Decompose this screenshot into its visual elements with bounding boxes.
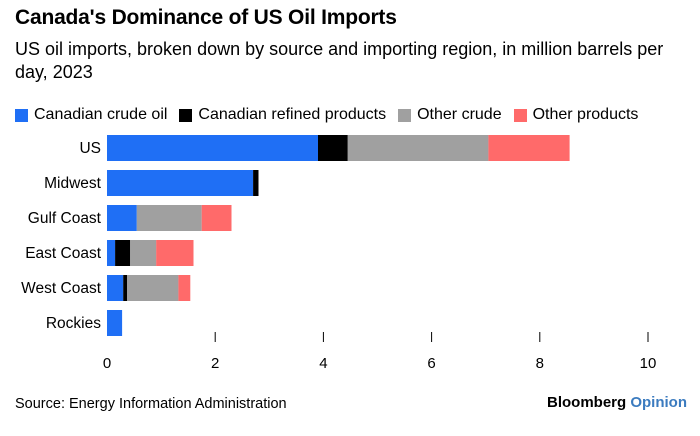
legend-label: Canadian refined products <box>198 106 387 123</box>
chart-legend: Canadian crude oil Canadian refined prod… <box>15 106 650 124</box>
bar-segment <box>136 205 202 231</box>
bar-chart: US Midwest Gulf Coast East Coast West Coast R… <box>21 135 657 372</box>
x-tick-label: 8 <box>536 355 544 372</box>
legend-label: Canadian crude oil <box>34 106 168 123</box>
legend-swatch <box>513 108 527 122</box>
bar-segment <box>253 170 259 196</box>
bar-segment <box>318 135 348 161</box>
category-label: West Coast <box>21 280 102 297</box>
chart-subtitle: US oil imports, broken down by source an… <box>15 39 664 82</box>
bar-group <box>107 135 570 336</box>
brand-primary: Bloomberg <box>547 394 627 411</box>
x-tick-label: 2 <box>211 355 219 372</box>
brand-logo: Bloomberg Opinion <box>547 394 687 411</box>
bar-segment <box>156 240 194 266</box>
bar-segment <box>107 205 137 231</box>
bar-segment <box>107 135 318 161</box>
bar-segment <box>115 240 131 266</box>
legend-item-other-crude: Other crude <box>398 106 502 124</box>
bar-segment <box>178 275 191 301</box>
legend-item-canadian-crude: Canadian crude oil <box>15 106 167 124</box>
x-tick-label: 4 <box>319 355 327 372</box>
brand-secondary: Opinion <box>630 394 687 411</box>
legend-swatch <box>15 108 28 122</box>
bar-segment <box>201 205 232 231</box>
legend-label: Other crude <box>417 106 502 123</box>
legend-item-other-products: Other products <box>513 106 639 124</box>
legend-swatch <box>398 108 412 122</box>
bar-segment <box>123 275 127 301</box>
category-label: Midwest <box>44 175 102 192</box>
source-note: Source: Energy Information Administratio… <box>15 396 287 412</box>
bar-segment <box>127 275 179 301</box>
category-label: US <box>79 140 101 157</box>
bar-segment <box>347 135 489 161</box>
bar-segment <box>488 135 570 161</box>
bar-segment <box>107 310 123 336</box>
bar-segment <box>107 275 124 301</box>
x-tick-label: 6 <box>427 355 435 372</box>
legend-label: Other products <box>532 106 639 123</box>
legend-swatch <box>179 108 193 122</box>
chart-title: Canada's Dominance of US Oil Imports <box>15 6 397 29</box>
category-labels: US Midwest Gulf Coast East Coast West Coast R… <box>21 140 102 332</box>
category-label: East Coast <box>25 245 102 262</box>
bar-segment <box>107 240 116 266</box>
legend-item-canadian-refined: Canadian refined products <box>179 106 386 124</box>
category-label: Gulf Coast <box>28 210 102 227</box>
x-tick-label: 10 <box>640 355 657 372</box>
x-tick-label: 0 <box>103 355 111 372</box>
category-label: Rockies <box>46 315 101 332</box>
bar-segment <box>130 240 157 266</box>
bar-segment <box>107 170 254 196</box>
x-axis: 0 2 4 6 8 10 <box>103 332 657 372</box>
